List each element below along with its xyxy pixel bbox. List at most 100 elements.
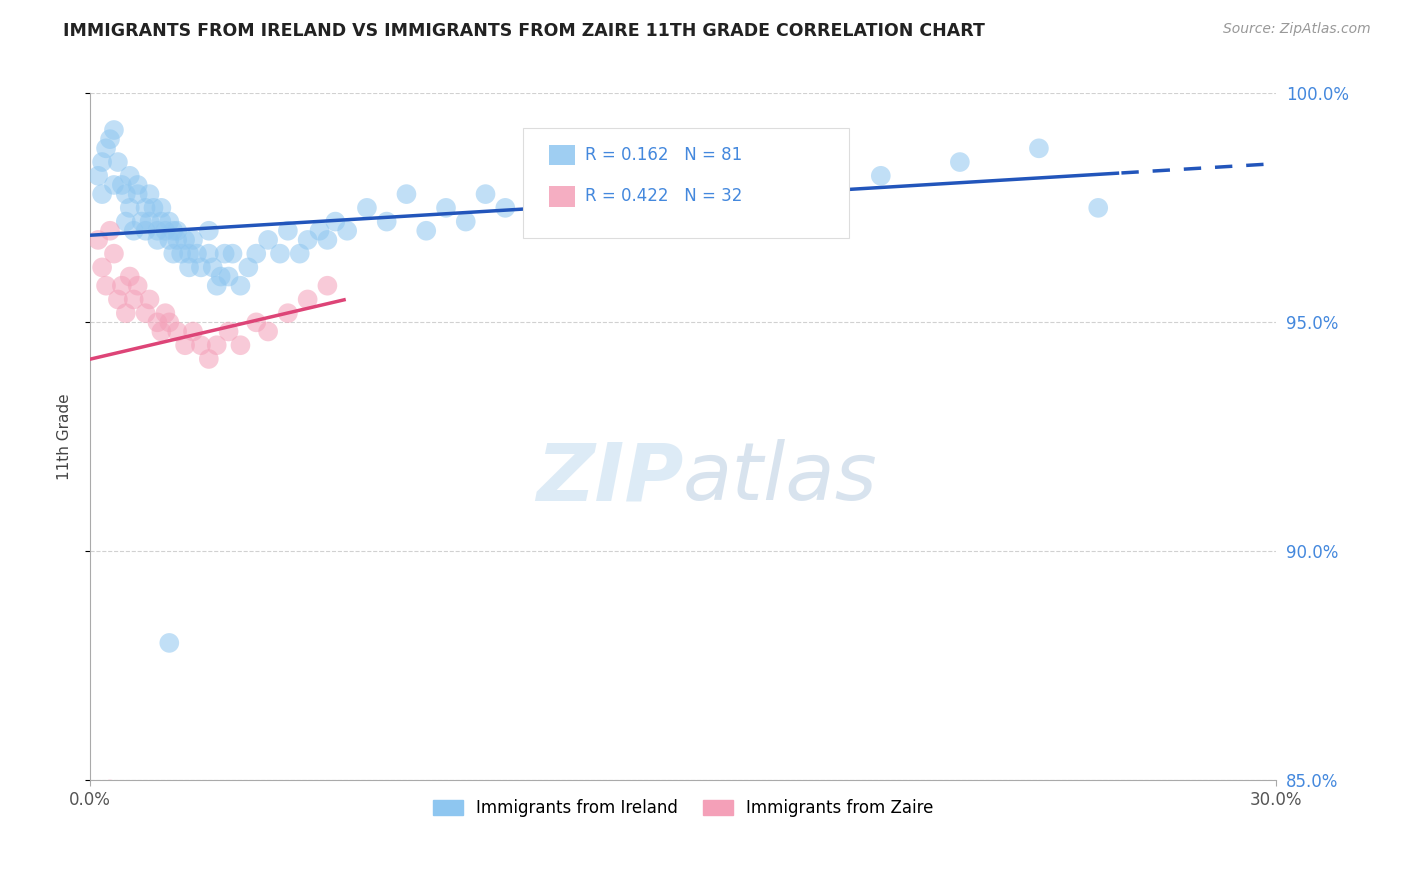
Immigrants from Ireland — [198, 224, 221, 238]
Immigrants from Ireland — [166, 224, 188, 238]
Immigrants from Ireland — [245, 246, 267, 260]
Immigrants from Zaire — [245, 315, 267, 329]
Immigrants from Ireland — [1087, 201, 1109, 215]
Immigrants from Ireland — [157, 214, 180, 228]
Immigrants from Ireland — [181, 233, 204, 247]
Immigrants from Ireland — [356, 201, 378, 215]
Immigrants from Ireland — [107, 155, 129, 169]
Immigrants from Ireland — [633, 169, 655, 183]
Immigrants from Ireland — [103, 178, 125, 192]
Immigrants from Zaire — [277, 306, 299, 320]
Text: IMMIGRANTS FROM IRELAND VS IMMIGRANTS FROM ZAIRE 11TH GRADE CORRELATION CHART: IMMIGRANTS FROM IRELAND VS IMMIGRANTS FR… — [63, 22, 986, 40]
Immigrants from Zaire — [135, 306, 157, 320]
Text: Source: ZipAtlas.com: Source: ZipAtlas.com — [1223, 22, 1371, 37]
Immigrants from Zaire — [316, 278, 339, 293]
Immigrants from Zaire — [107, 293, 129, 307]
Immigrants from Zaire — [257, 325, 280, 339]
Immigrants from Ireland — [218, 269, 240, 284]
Immigrants from Ireland — [138, 187, 160, 202]
Legend: Immigrants from Ireland, Immigrants from Zaire: Immigrants from Ireland, Immigrants from… — [426, 792, 941, 823]
Immigrants from Ireland — [257, 233, 280, 247]
Immigrants from Ireland — [336, 224, 359, 238]
Immigrants from Ireland — [127, 187, 149, 202]
Immigrants from Ireland — [214, 246, 236, 260]
Immigrants from Ireland — [114, 187, 136, 202]
Immigrants from Zaire — [122, 293, 145, 307]
Immigrants from Zaire — [157, 315, 180, 329]
Immigrants from Ireland — [146, 233, 169, 247]
Immigrants from Ireland — [593, 187, 616, 202]
Immigrants from Ireland — [157, 233, 180, 247]
Immigrants from Ireland — [135, 201, 157, 215]
Immigrants from Ireland — [810, 155, 832, 169]
Immigrants from Ireland — [174, 233, 197, 247]
Bar — [550, 145, 575, 165]
Immigrants from Ireland — [205, 278, 228, 293]
Immigrants from Ireland — [770, 187, 793, 202]
Text: R = 0.422   N = 32: R = 0.422 N = 32 — [585, 187, 742, 205]
Immigrants from Ireland — [198, 246, 221, 260]
Immigrants from Ireland — [297, 233, 319, 247]
Immigrants from Ireland — [395, 187, 418, 202]
Immigrants from Zaire — [190, 338, 212, 352]
Immigrants from Ireland — [98, 132, 121, 146]
Immigrants from Ireland — [138, 214, 160, 228]
Immigrants from Ireland — [94, 141, 117, 155]
Immigrants from Zaire — [150, 325, 173, 339]
Immigrants from Ireland — [554, 178, 576, 192]
Immigrants from Zaire — [91, 260, 114, 275]
Immigrants from Zaire — [98, 224, 121, 238]
Immigrants from Zaire — [94, 278, 117, 293]
Immigrants from Zaire — [87, 233, 110, 247]
Immigrants from Zaire — [111, 278, 134, 293]
Immigrants from Ireland — [415, 224, 437, 238]
Immigrants from Ireland — [118, 169, 141, 183]
Immigrants from Ireland — [454, 214, 477, 228]
Immigrants from Ireland — [177, 246, 200, 260]
Immigrants from Ireland — [316, 233, 339, 247]
Immigrants from Ireland — [375, 214, 398, 228]
Immigrants from Ireland — [157, 636, 180, 650]
Immigrants from Ireland — [177, 260, 200, 275]
Immigrants from Zaire — [155, 306, 177, 320]
Immigrants from Ireland — [186, 246, 208, 260]
Immigrants from Ireland — [155, 224, 177, 238]
Immigrants from Ireland — [91, 155, 114, 169]
Immigrants from Ireland — [277, 224, 299, 238]
Text: atlas: atlas — [683, 439, 877, 517]
Immigrants from Ireland — [122, 224, 145, 238]
Immigrants from Zaire — [181, 325, 204, 339]
Immigrants from Ireland — [434, 201, 457, 215]
Immigrants from Zaire — [138, 293, 160, 307]
Immigrants from Ireland — [869, 169, 891, 183]
Immigrants from Zaire — [118, 269, 141, 284]
Immigrants from Zaire — [111, 842, 134, 856]
Immigrants from Ireland — [190, 260, 212, 275]
Immigrants from Ireland — [87, 169, 110, 183]
Bar — [550, 186, 575, 207]
Immigrants from Ireland — [111, 178, 134, 192]
Immigrants from Ireland — [135, 224, 157, 238]
Text: R = 0.162   N = 81: R = 0.162 N = 81 — [585, 146, 742, 164]
Immigrants from Zaire — [174, 338, 197, 352]
Immigrants from Ireland — [150, 201, 173, 215]
Immigrants from Zaire — [166, 325, 188, 339]
Immigrants from Ireland — [308, 224, 330, 238]
Immigrants from Ireland — [221, 246, 243, 260]
Immigrants from Ireland — [949, 155, 972, 169]
Immigrants from Ireland — [162, 246, 184, 260]
Immigrants from Ireland — [533, 187, 555, 202]
Immigrants from Ireland — [146, 224, 169, 238]
Immigrants from Ireland — [672, 178, 695, 192]
Immigrants from Ireland — [150, 214, 173, 228]
Immigrants from Ireland — [131, 214, 153, 228]
Immigrants from Zaire — [205, 338, 228, 352]
FancyBboxPatch shape — [523, 128, 849, 237]
Immigrants from Zaire — [114, 306, 136, 320]
Immigrants from Ireland — [127, 178, 149, 192]
Immigrants from Ireland — [201, 260, 224, 275]
Immigrants from Zaire — [218, 325, 240, 339]
Text: ZIP: ZIP — [536, 439, 683, 517]
Immigrants from Ireland — [1028, 141, 1050, 155]
Immigrants from Ireland — [238, 260, 260, 275]
